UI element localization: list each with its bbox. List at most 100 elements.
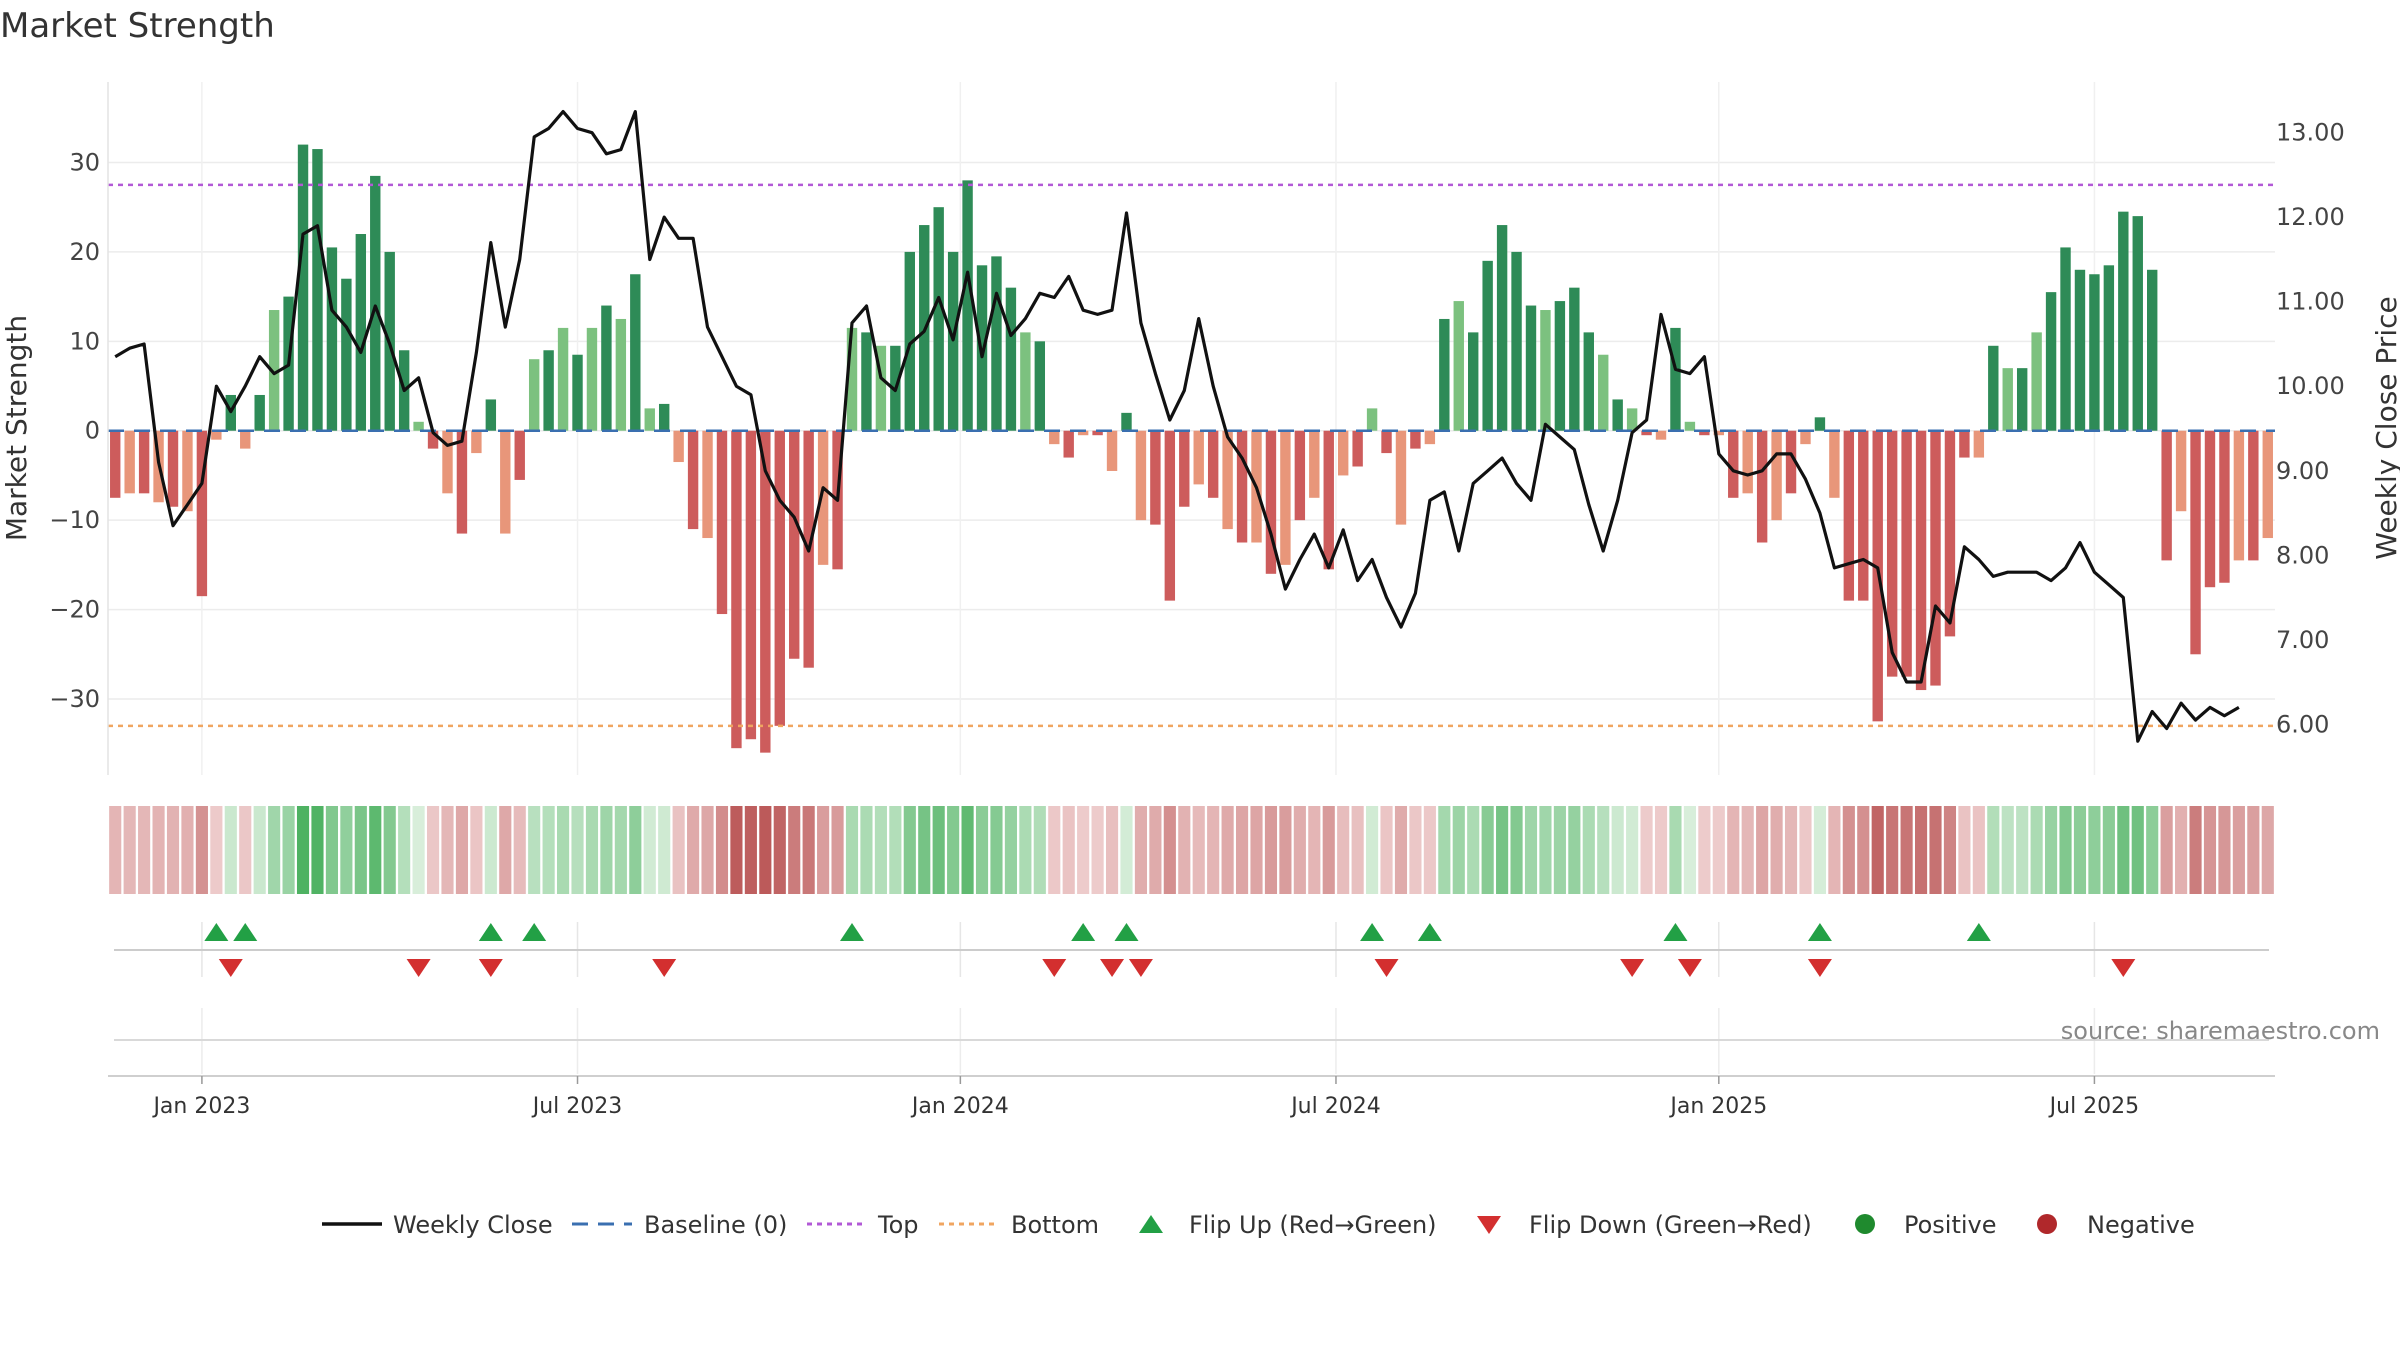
flip-down-marker [478,959,503,977]
strength-bar-131 [2002,368,2013,431]
x-tick-label: Jan 2024 [910,1094,1009,1119]
strength-bar-109 [1684,421,1696,431]
strip-cell-125 [1914,806,1928,894]
strip-cell-143 [2175,806,2188,894]
strength-bar-81 [1280,430,1291,565]
strength-bar-75 [1193,430,1204,485]
strip-cell-91 [1423,806,1436,894]
strip-cell-61 [990,806,1003,894]
strength-bar-115 [1771,430,1782,521]
strength-bar-88 [1381,430,1392,454]
strength-bar-97 [1511,251,1522,431]
strip-cell-47 [788,806,801,894]
strength-bar-136 [2074,269,2086,431]
strip-cell-92 [1438,806,1451,894]
strip-cell-43 [730,806,743,894]
y-left-tick-label: −30 [49,685,100,713]
strip-cell-110 [1698,806,1711,894]
y-right-tick-label: 7.00 [2276,626,2329,654]
strength-bar-66 [1063,430,1074,458]
strip-cell-95 [1481,806,1494,894]
strength-bar-35 [615,318,627,431]
strip-cell-66 [1062,806,1075,894]
flip-up-marker [1663,923,1688,941]
strength-bar-93 [1453,301,1464,431]
strip-cell-100 [1553,806,1566,894]
strip-cell-52 [860,806,873,894]
flip-down-marker [1374,959,1399,977]
strength-bar-132 [2016,368,2028,431]
x-tick-label: Jul 2025 [2048,1094,2140,1119]
strip-cell-139 [2117,806,2130,894]
strength-bar-123 [1886,430,1898,677]
strength-bar-130 [1988,345,1999,431]
strip-cell-8 [224,806,237,894]
flip-up-marker [1360,923,1385,941]
strip-cell-49 [817,806,830,894]
strip-cell-15 [325,806,338,894]
strength-bar-38 [658,403,670,431]
strength-bar-44 [745,430,757,740]
strip-cell-113 [1741,806,1754,894]
y-right-tick-label: 9.00 [2276,457,2329,485]
legend: Weekly Close Baseline (0) Top Bottom Flip Up… [322,1211,2195,1239]
flip-up-marker [204,923,229,941]
strength-bar-73 [1164,430,1176,601]
flip-up-marker [478,923,503,941]
strip-cell-68 [1091,806,1104,894]
strip-cell-33 [585,806,599,894]
strength-bar-84 [1323,430,1334,570]
strip-cell-114 [1756,806,1769,894]
strength-bar-23 [442,430,453,494]
strength-bar-25 [471,430,482,454]
strength-bar-91 [1424,430,1436,445]
strip-cell-77 [1221,806,1234,894]
strength-bar-51 [846,327,858,431]
strip-cell-90 [1409,806,1422,894]
strength-bar-31 [557,327,569,431]
strip-cell-129 [1972,806,1985,894]
legend-label: Baseline (0) [644,1211,787,1239]
strip-cell-9 [239,806,252,894]
flip-down-marker [652,959,677,977]
strength-bar-36 [630,274,641,431]
strip-cell-19 [383,806,396,894]
flip-markers [114,922,2269,977]
y-left-tick-label: 0 [85,417,100,445]
strip-cell-102 [1582,806,1595,894]
strip-cell-20 [398,806,411,894]
strip-cell-1 [123,806,136,894]
legend-label: Flip Down (Green→Red) [1529,1211,1812,1239]
strength-bar-13 [297,144,309,431]
strip-cell-75 [1192,806,1205,894]
strip-cell-149 [2261,806,2274,894]
strength-bar-6 [196,430,208,597]
strength-bar-120 [1843,430,1855,601]
flip-down-marker [406,959,431,977]
legend-negative: Negative [2037,1211,2195,1239]
strength-bar-18 [370,175,381,431]
flip-down-marker [1807,959,1832,977]
legend-label: Negative [2087,1211,2195,1239]
strip-cell-14 [311,806,324,894]
strip-cell-140 [2131,806,2144,894]
strength-bars [110,144,2273,753]
strip-cell-119 [1828,806,1841,894]
strength-bar-140 [2132,216,2143,431]
strength-bar-69 [1106,430,1118,471]
strip-cell-22 [426,806,440,894]
flip-up-marker [1071,923,1096,941]
strip-cell-59 [961,806,974,894]
strength-bar-80 [1265,430,1277,574]
strip-cell-130 [1987,806,2000,894]
strip-cell-88 [1380,806,1393,894]
strip-cell-133 [2030,806,2043,894]
strip-cell-46 [773,806,786,894]
strength-bar-70 [1121,412,1132,431]
strength-bar-67 [1077,430,1089,436]
strength-bar-65 [1049,430,1060,445]
strip-cell-69 [1105,806,1119,894]
x-tick-label: Jan 2025 [1668,1094,1767,1119]
